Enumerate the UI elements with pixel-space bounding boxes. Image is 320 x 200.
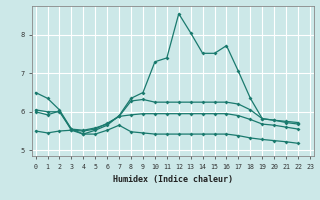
X-axis label: Humidex (Indice chaleur): Humidex (Indice chaleur) [113, 175, 233, 184]
